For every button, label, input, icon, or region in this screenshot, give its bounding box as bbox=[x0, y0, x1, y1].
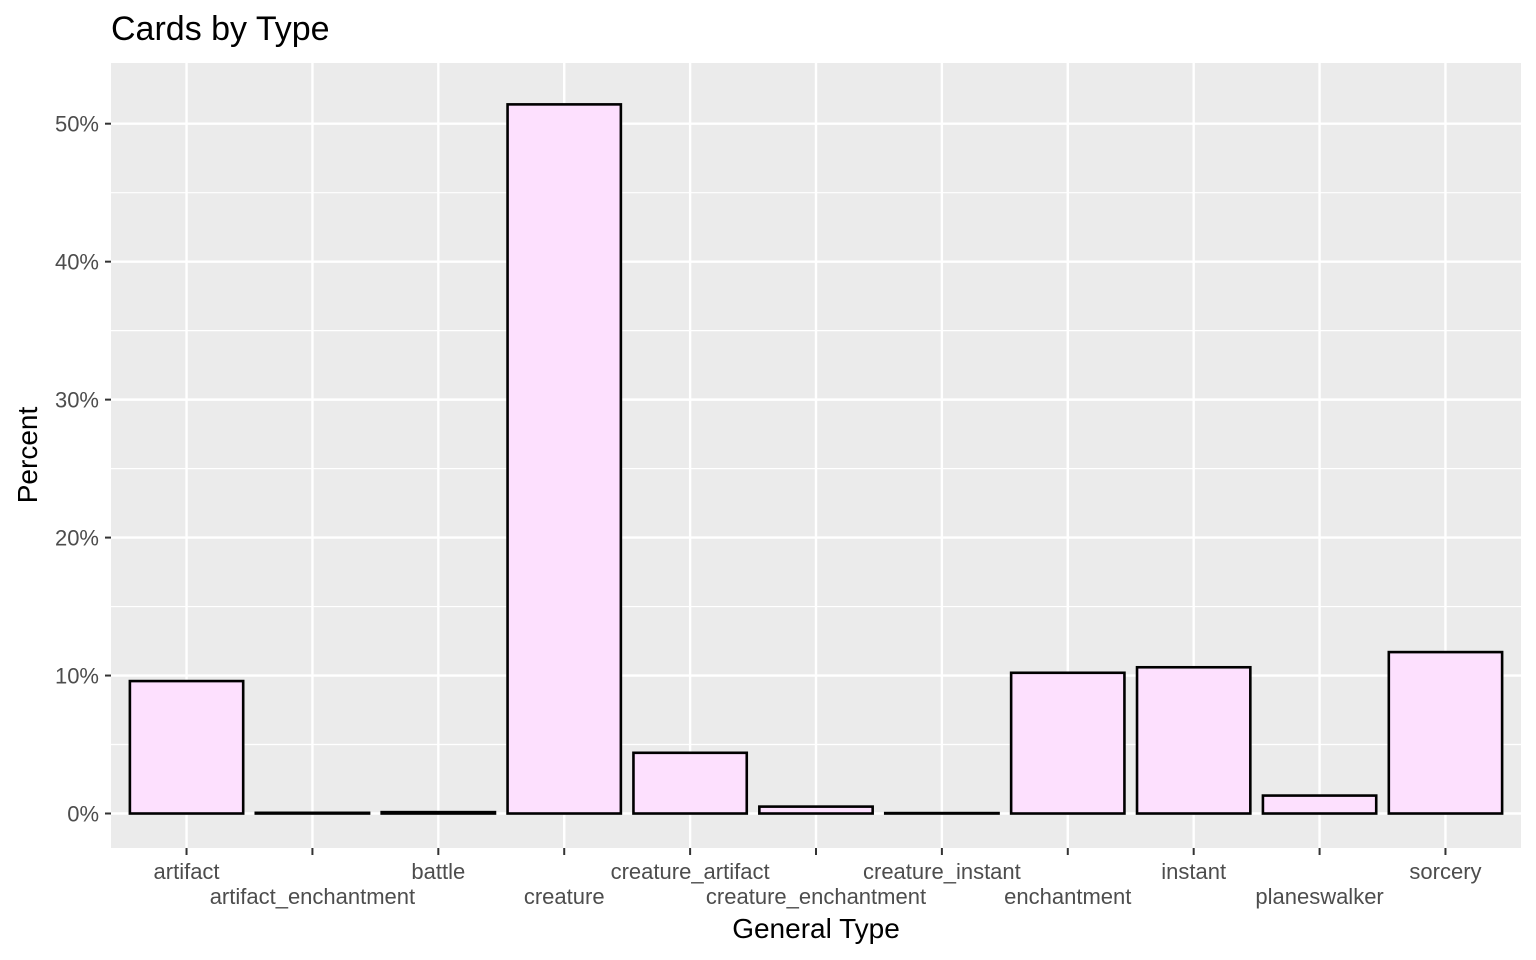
y-axis-tick-labels: 0% 10% 20% 30% 40% 50% bbox=[55, 112, 99, 827]
bar-sorcery bbox=[1387, 650, 1504, 815]
x-tick-label-creature_artifact: creature_artifact bbox=[611, 859, 770, 884]
chart-title: Cards by Type bbox=[111, 10, 330, 48]
y-tick-label: 10% bbox=[55, 664, 99, 689]
x-tick-label-creature: creature bbox=[524, 884, 605, 909]
bar-creature_enchantment bbox=[758, 805, 874, 815]
bar-artifact_enchantment bbox=[254, 811, 371, 815]
x-tick-label-creature_instant: creature_instant bbox=[863, 859, 1021, 884]
bar-artifact bbox=[128, 679, 245, 815]
bars bbox=[128, 103, 1504, 815]
x-tick-label-enchantment: enchantment bbox=[1004, 884, 1131, 909]
y-axis-title: Percent bbox=[12, 407, 43, 504]
x-tick-label-creature_enchantment: creature_enchantment bbox=[706, 884, 926, 909]
bar-planeswalker bbox=[1261, 794, 1378, 815]
bar-creature_artifact bbox=[632, 751, 749, 815]
y-tick-label: 0% bbox=[67, 802, 99, 827]
x-axis-title: General Type bbox=[732, 913, 900, 944]
x-tick-label-instant: instant bbox=[1161, 859, 1226, 884]
bar-battle bbox=[380, 810, 497, 815]
y-tick-label: 40% bbox=[55, 250, 99, 275]
x-tick-label-artifact: artifact bbox=[154, 859, 220, 884]
y-tick-label: 20% bbox=[55, 526, 99, 551]
y-tick-label: 30% bbox=[55, 388, 99, 413]
bar-creature bbox=[506, 103, 623, 815]
x-tick-label-battle: battle bbox=[411, 859, 465, 884]
x-axis-ticks bbox=[185, 848, 1447, 855]
bar-instant bbox=[1135, 665, 1252, 815]
x-tick-label-planeswalker: planeswalker bbox=[1255, 884, 1383, 909]
bar-enchantment bbox=[1009, 671, 1126, 815]
x-tick-label-artifact_enchantment: artifact_enchantment bbox=[210, 884, 415, 909]
x-tick-label-sorcery: sorcery bbox=[1409, 859, 1481, 884]
y-tick-label: 50% bbox=[55, 112, 99, 137]
y-axis-ticks bbox=[105, 122, 111, 815]
